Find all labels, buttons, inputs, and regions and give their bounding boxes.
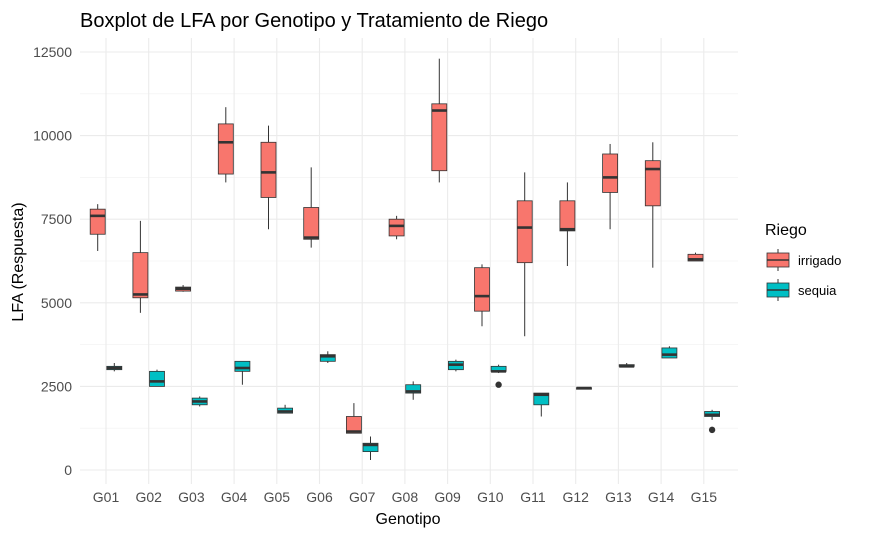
box-irrigado-G07 <box>345 403 362 434</box>
box-sequia-G03 <box>191 396 208 407</box>
box-sequia-G02 <box>149 369 165 387</box>
box-sequia-G07 <box>362 436 379 460</box>
x-tick-label: G10 <box>477 489 504 505</box>
y-tick-label: 5000 <box>41 295 72 311</box>
box-irrigado-G05 <box>260 125 277 230</box>
box-iqr <box>303 207 320 240</box>
y-tick-label: 7500 <box>41 211 72 227</box>
box-iqr <box>687 253 704 262</box>
box-iqr <box>260 141 277 198</box>
y-tick-label: 0 <box>64 462 72 478</box>
box-irrigado-G01 <box>89 204 106 251</box>
x-tick-label: G15 <box>691 489 718 505</box>
box-sequia-G01 <box>106 362 123 372</box>
box-iqr <box>474 267 490 312</box>
box-sequia-G05 <box>277 404 294 414</box>
x-tick-label: G09 <box>434 489 461 505</box>
box-iqr <box>345 416 362 434</box>
box-iqr <box>559 200 576 232</box>
x-tick-label: G12 <box>562 489 589 505</box>
boxes <box>89 58 720 460</box>
outlier-point <box>708 426 716 434</box>
box-sequia-G10 <box>490 364 507 388</box>
box-iqr <box>149 370 165 387</box>
x-tick-label: G13 <box>605 489 632 505</box>
legend: Riego irrigado sequia <box>765 222 841 301</box>
x-tick-label: G04 <box>221 489 248 505</box>
chart-title: Boxplot de LFA por Genotipo y Tratamient… <box>80 10 548 32</box>
x-tick-label: G05 <box>264 489 291 505</box>
box-irrigado-G02 <box>132 220 149 313</box>
box-irrigado-G11 <box>516 172 533 337</box>
box-iqr <box>644 160 661 207</box>
box-irrigado-G06 <box>303 167 320 248</box>
x-tick-label: G11 <box>520 489 546 505</box>
y-axis-title: LFA (Respuesta) <box>10 202 27 321</box>
box-sequia-G15 <box>704 409 720 434</box>
x-tick-label: G07 <box>349 489 376 505</box>
box-irrigado-G15 <box>687 252 704 262</box>
box-irrigado-G08 <box>388 215 405 240</box>
box-iqr <box>405 384 422 394</box>
box-iqr <box>132 252 149 299</box>
box-sequia-G09 <box>447 359 464 372</box>
legend-item-irrigado: irrigado <box>766 249 841 271</box>
y-tick-label: 12500 <box>33 44 72 60</box>
box-sequia-G11 <box>533 392 550 417</box>
y-axis: 0 2500 5000 7500 10000 12500 <box>33 44 72 478</box>
box-sequia-G14 <box>661 346 678 359</box>
box-irrigado-G13 <box>602 143 618 230</box>
box-sequia-G13 <box>618 362 635 368</box>
legend-item-sequia: sequia <box>766 279 837 301</box>
box-sequia-G08 <box>405 381 422 400</box>
x-tick-label: G02 <box>135 489 162 505</box>
box-iqr <box>602 153 618 193</box>
box-iqr <box>431 103 448 172</box>
x-tick-label: G06 <box>306 489 333 505</box>
box-iqr <box>319 354 336 362</box>
box-iqr <box>516 200 533 264</box>
box-iqr <box>234 360 251 372</box>
x-tick-label: G03 <box>178 489 205 505</box>
box-iqr <box>661 347 678 359</box>
box-irrigado-G03 <box>175 285 192 292</box>
box-sequia-G04 <box>234 360 251 385</box>
legend-label: irrigado <box>798 253 841 268</box>
x-tick-label: G08 <box>392 489 419 505</box>
x-axis-title: Genotipo <box>376 511 441 528</box>
box-sequia-G12 <box>576 386 592 390</box>
box-iqr <box>89 208 106 235</box>
grid <box>80 38 738 484</box>
legend-label: sequia <box>798 283 837 298</box>
box-iqr <box>388 218 405 237</box>
outlier-point <box>495 381 502 388</box>
box-iqr <box>533 392 550 406</box>
legend-title: Riego <box>765 222 807 239</box>
x-tick-label: G01 <box>93 489 120 505</box>
x-axis: G01 G02 G03 G04 G05 G06 G07 G08 G09 G10 G11 G12 G13 G… <box>93 489 717 505</box>
box-irrigado-G10 <box>474 264 490 327</box>
y-tick-label: 10000 <box>33 128 72 144</box>
box-irrigado-G09 <box>431 58 448 183</box>
x-tick-label: G14 <box>648 489 675 505</box>
box-iqr <box>362 442 379 453</box>
box-sequia-G06 <box>319 351 336 363</box>
box-iqr <box>217 123 234 175</box>
box-irrigado-G14 <box>644 142 661 268</box>
box-irrigado-G04 <box>217 107 234 183</box>
box-irrigado-G12 <box>559 182 576 267</box>
y-tick-label: 2500 <box>41 378 72 394</box>
